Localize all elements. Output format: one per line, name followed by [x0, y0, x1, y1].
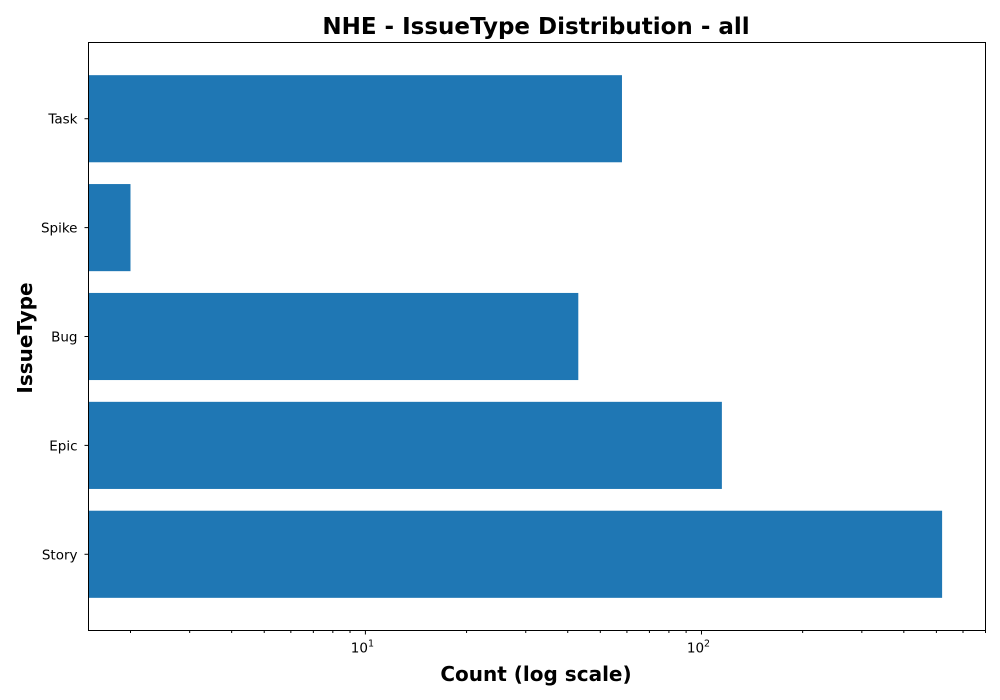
bar-story: [89, 511, 943, 598]
x-tick-label-base: 10: [687, 641, 704, 657]
y-tick-label: Story: [42, 547, 78, 563]
y-tick-label: Epic: [49, 438, 77, 454]
bar-bug: [89, 293, 579, 380]
chart-title: NHE - IssueType Distribution - all: [322, 14, 749, 40]
x-axis-label: Count (log scale): [440, 662, 631, 686]
y-tick-label: Spike: [41, 221, 78, 237]
bar-spike: [89, 184, 131, 271]
y-tick-label: Bug: [51, 330, 77, 346]
bar-epic: [89, 402, 722, 489]
x-tick-label-exponent: 2: [704, 639, 710, 650]
x-tick-label-exponent: 1: [368, 639, 374, 650]
y-tick-label: Task: [47, 112, 77, 128]
x-tick-label-base: 10: [351, 641, 368, 657]
bar-task: [89, 75, 622, 162]
y-axis-label: IssueType: [13, 282, 37, 393]
